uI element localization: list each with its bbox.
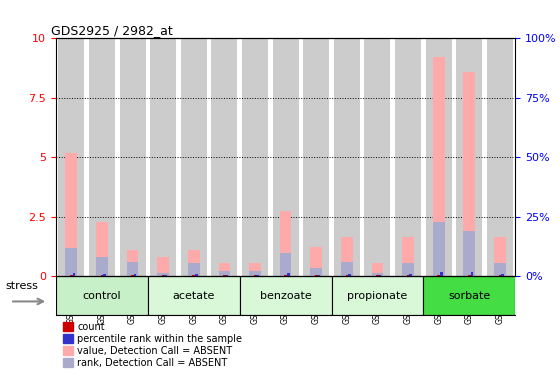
Bar: [249, 270, 261, 276]
Bar: [287, 273, 290, 276]
Bar: [218, 270, 230, 276]
Bar: [395, 38, 421, 276]
Bar: [341, 262, 353, 276]
Bar: [56, 276, 148, 315]
Bar: [365, 38, 390, 276]
Bar: [341, 237, 353, 276]
Bar: [346, 275, 348, 276]
Bar: [226, 275, 228, 276]
Bar: [470, 272, 473, 276]
Text: control: control: [83, 291, 121, 301]
Bar: [66, 153, 77, 276]
Bar: [280, 211, 291, 276]
Bar: [315, 275, 318, 276]
Bar: [464, 231, 475, 276]
Bar: [402, 263, 414, 276]
Text: acetate: acetate: [172, 291, 215, 301]
Bar: [150, 38, 176, 276]
Text: benzoate: benzoate: [260, 291, 311, 301]
Text: propionate: propionate: [347, 291, 408, 301]
Bar: [96, 257, 108, 276]
Bar: [103, 274, 106, 276]
Bar: [376, 275, 379, 276]
Bar: [127, 250, 138, 276]
Bar: [440, 272, 442, 276]
Bar: [494, 263, 506, 276]
Bar: [303, 38, 329, 276]
Bar: [223, 275, 226, 276]
Bar: [165, 275, 167, 276]
Bar: [423, 276, 515, 315]
Bar: [240, 276, 332, 315]
Bar: [58, 38, 85, 276]
Bar: [501, 274, 504, 276]
Legend: count, percentile rank within the sample, value, Detection Call = ABSENT, rank, : count, percentile rank within the sample…: [61, 320, 244, 369]
Bar: [181, 38, 207, 276]
Bar: [332, 276, 423, 315]
Bar: [254, 275, 256, 276]
Bar: [456, 38, 482, 276]
Bar: [70, 275, 73, 276]
Bar: [242, 38, 268, 276]
Bar: [127, 262, 138, 276]
Text: GDS2925 / 2982_at: GDS2925 / 2982_at: [52, 24, 173, 37]
Bar: [310, 268, 322, 276]
Bar: [148, 276, 240, 315]
Bar: [433, 58, 445, 276]
Text: sorbate: sorbate: [448, 291, 491, 301]
Bar: [468, 275, 470, 276]
Bar: [348, 274, 351, 276]
Bar: [409, 274, 412, 276]
Bar: [426, 38, 452, 276]
Bar: [211, 38, 237, 276]
Bar: [96, 222, 108, 276]
Bar: [273, 38, 298, 276]
Bar: [280, 253, 291, 276]
Bar: [73, 273, 75, 276]
Bar: [131, 275, 134, 276]
Bar: [157, 273, 169, 276]
Bar: [372, 263, 383, 276]
Bar: [310, 247, 322, 276]
Bar: [157, 257, 169, 276]
Bar: [256, 275, 259, 276]
Bar: [188, 250, 199, 276]
Text: stress: stress: [6, 281, 39, 291]
Bar: [66, 248, 77, 276]
Bar: [101, 275, 103, 276]
Bar: [195, 274, 198, 276]
Bar: [372, 273, 383, 276]
Bar: [119, 38, 146, 276]
Bar: [487, 38, 513, 276]
Bar: [193, 275, 195, 276]
Bar: [379, 275, 381, 276]
Bar: [402, 237, 414, 276]
Bar: [464, 72, 475, 276]
Bar: [284, 275, 287, 276]
Bar: [407, 275, 409, 276]
Bar: [334, 38, 360, 276]
Bar: [162, 275, 165, 276]
Bar: [249, 263, 261, 276]
Bar: [134, 274, 137, 276]
Bar: [494, 237, 506, 276]
Bar: [433, 222, 445, 276]
Bar: [318, 275, 320, 276]
Bar: [498, 275, 501, 276]
Bar: [437, 275, 440, 276]
Bar: [89, 38, 115, 276]
Bar: [218, 263, 230, 276]
Bar: [188, 263, 199, 276]
